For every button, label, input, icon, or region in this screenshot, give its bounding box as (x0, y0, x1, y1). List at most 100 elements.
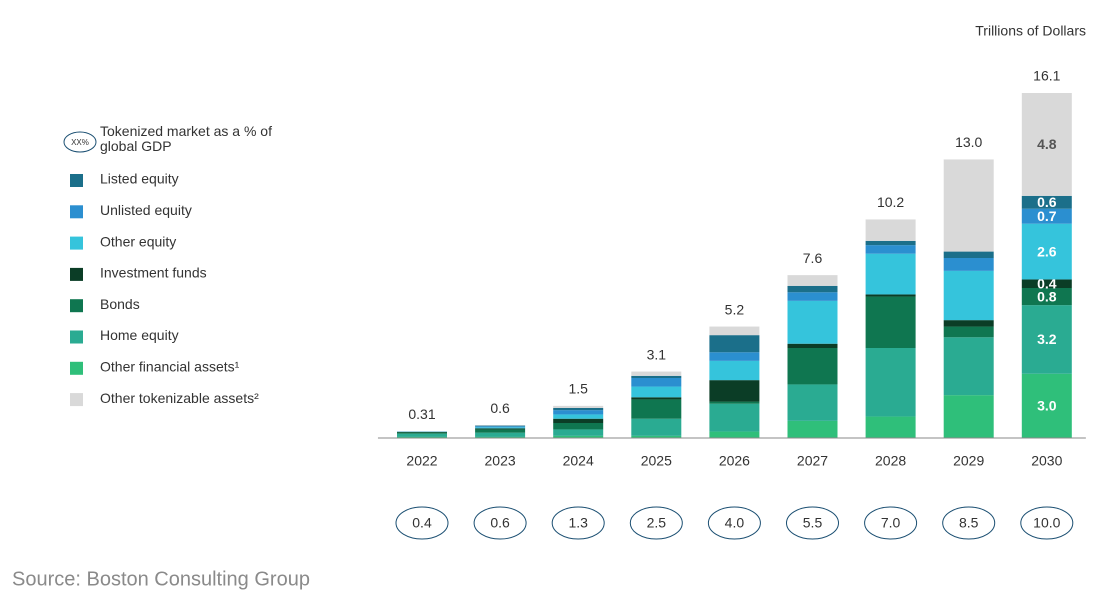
legend-swatch (70, 393, 83, 407)
legend-swatch (70, 174, 83, 187)
bar-segment (1021, 373, 1072, 438)
legend-swatch (70, 299, 83, 313)
segment-label: 3.2 (1037, 331, 1057, 347)
gdp-share-badge (473, 506, 527, 540)
legend-label: Other tokenizable assets² (100, 390, 259, 406)
bar-segment (943, 320, 994, 327)
legend-swatch (70, 236, 83, 250)
bar-segment (1021, 195, 1072, 209)
bar-segment (709, 360, 760, 381)
gdp-share-label: 10.0 (1033, 515, 1060, 531)
legend-label: Bonds (100, 296, 140, 312)
bar-segment (943, 326, 994, 338)
gdp-share-badge (942, 506, 996, 540)
bar-segment (865, 245, 916, 254)
gdp-share-label: 8.5 (959, 515, 979, 531)
bar-segment (787, 285, 838, 293)
legend-swatch (70, 330, 83, 344)
gdp-share-label: 2.5 (647, 515, 667, 531)
gdp-share-label: 4.0 (725, 515, 745, 531)
gdp-share-label: 7.0 (881, 515, 901, 531)
total-label: 7.6 (803, 250, 823, 266)
x-tick-label: 2028 (875, 453, 906, 469)
gdp-share-badge (551, 506, 605, 540)
legend-label: Other equity (100, 233, 176, 249)
segment-label: 3.0 (1037, 398, 1057, 414)
bar-segment (943, 270, 994, 321)
bar-segment (1021, 208, 1072, 224)
total-label: 1.5 (568, 381, 588, 397)
x-tick-label: 2027 (797, 453, 828, 469)
gdp-legend-label-box: Tokenized market as a % of global GDP (100, 124, 272, 154)
segment-label: 0.8 (1037, 288, 1057, 304)
bar-segment (943, 251, 994, 258)
bar-segment (709, 326, 760, 336)
gdp-share-badge (629, 506, 683, 540)
gdp-share-label: 0.4 (412, 515, 432, 531)
bar-segment (1021, 288, 1072, 306)
bar-segment (865, 240, 916, 246)
x-tick-label: 2022 (406, 453, 437, 469)
bar-segment (709, 335, 760, 353)
bar-segment (475, 432, 526, 437)
source: Source: Boston Consulting Group (12, 568, 310, 590)
bar-segment (865, 219, 916, 241)
bar-segment (475, 428, 526, 430)
bar-segment (709, 352, 760, 361)
gdp-legend-icon (63, 131, 97, 153)
legend-swatch (70, 267, 83, 281)
bar-segment (787, 384, 838, 421)
bar-segment (1021, 279, 1072, 288)
bar-segment (865, 296, 916, 348)
legend-swatch (70, 205, 83, 219)
bar-segment (943, 159, 994, 252)
bar-segment (787, 275, 838, 286)
bar-segment (709, 380, 760, 402)
bar-segment (709, 401, 760, 404)
legend-label: Home equity (100, 327, 179, 343)
x-tick-label: 2026 (719, 453, 750, 469)
total-label: 0.6 (490, 400, 510, 416)
bar-segment (475, 425, 526, 427)
bar-segment (1021, 223, 1072, 280)
segment-label: 0.7 (1037, 208, 1057, 224)
bar-segment (1021, 93, 1072, 196)
x-tick-label: 2029 (953, 453, 984, 469)
bar-segment (787, 348, 838, 385)
bar-segment (553, 429, 604, 436)
legend-label: Listed equity (100, 171, 179, 187)
gdp-share-badge (1020, 506, 1074, 540)
bar-segment (631, 435, 682, 438)
bar-segment (475, 436, 526, 438)
bar-segment (865, 416, 916, 438)
bar-segment (709, 431, 760, 438)
bar-segment (553, 410, 604, 415)
bar-segment (787, 300, 838, 344)
bar-segment (553, 435, 604, 438)
gdp-share-label: 5.5 (803, 515, 823, 531)
bar-segment (397, 433, 447, 437)
x-tick-label: 2030 (1031, 453, 1062, 469)
segment-label: 4.8 (1037, 136, 1057, 152)
bar-segment (553, 414, 604, 419)
segment-label: 2.6 (1037, 243, 1057, 259)
bar-segment (631, 378, 682, 387)
bar-segment (943, 395, 994, 438)
total-label: 0.31 (408, 406, 435, 422)
unit-label: Trillions of Dollars (975, 23, 1086, 39)
gdp-share-label: 1.3 (568, 515, 588, 531)
bar-segment (553, 423, 604, 430)
bar-segment (397, 436, 447, 438)
bar-segment (631, 418, 682, 436)
legend-swatch (70, 361, 83, 375)
bar-segment (631, 375, 682, 378)
x-tick-label: 2024 (563, 453, 594, 469)
bar-segment (865, 294, 916, 297)
bar-segment (553, 405, 604, 408)
total-label: 16.1 (1033, 68, 1060, 84)
bar-segment (787, 420, 838, 438)
legend-label: Investment funds (100, 265, 207, 281)
bar-segment (397, 432, 447, 434)
